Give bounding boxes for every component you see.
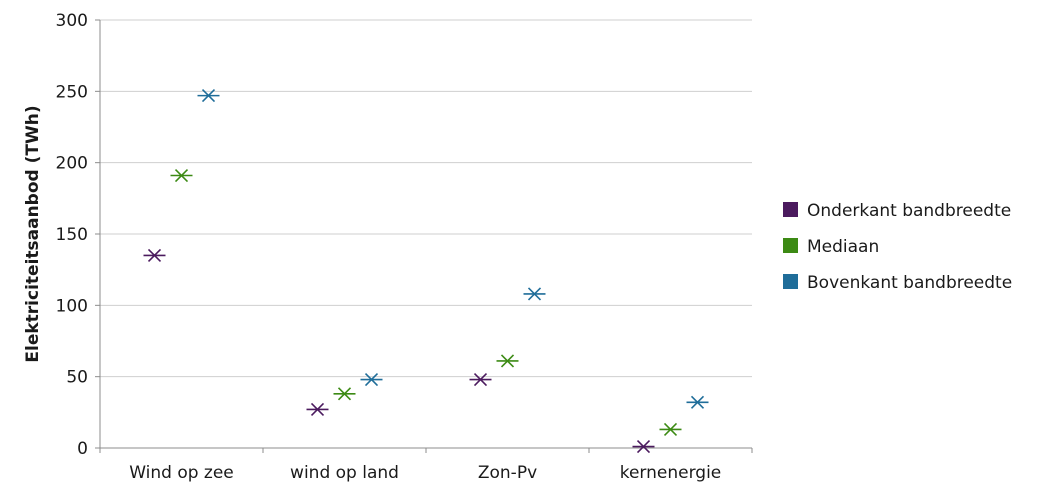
data-point (143, 248, 166, 262)
gridlines (100, 19, 752, 378)
data-point (306, 402, 329, 417)
data-point (496, 354, 519, 368)
legend-swatch (783, 274, 798, 289)
x-tick-label: Zon-Pv (478, 463, 537, 483)
y-tick-label: 250 (56, 82, 88, 102)
data-markers (143, 89, 709, 454)
x-tick-labels: Wind op zee wind op land Zon-Pv kernenergie (129, 463, 721, 483)
legend-label: Mediaan (807, 237, 879, 257)
legend-swatch (783, 202, 798, 217)
y-tick-label: 100 (56, 296, 88, 316)
data-point (686, 395, 709, 409)
y-axis-label: Elektriciteitsaanbod (TWh) (23, 105, 43, 362)
x-tick-label: wind op land (290, 463, 399, 483)
data-point (523, 287, 546, 301)
data-point (170, 168, 193, 183)
axes (95, 19, 753, 453)
y-tick-label: 300 (56, 11, 88, 31)
y-tick-label: 200 (56, 154, 88, 174)
legend-label: Bovenkant bandbreedte (807, 273, 1012, 293)
y-tick-label: 150 (56, 225, 88, 245)
data-point (360, 372, 383, 387)
y-tick-label: 0 (77, 439, 88, 459)
data-point (333, 387, 356, 401)
legend-swatch (783, 238, 798, 253)
data-point (469, 372, 492, 387)
legend: Onderkant bandbreedte Mediaan Bovenkant ba… (783, 201, 1012, 293)
x-tick-label: Wind op zee (129, 463, 234, 483)
y-tick-label: 50 (66, 368, 88, 388)
legend-label: Onderkant bandbreedte (807, 201, 1011, 221)
data-point (632, 440, 655, 454)
x-tick-label: kernenergie (620, 463, 722, 483)
data-point (659, 422, 682, 437)
y-tick-labels: 0 50 100 150 200 250 300 (56, 11, 88, 459)
data-point (197, 89, 220, 103)
